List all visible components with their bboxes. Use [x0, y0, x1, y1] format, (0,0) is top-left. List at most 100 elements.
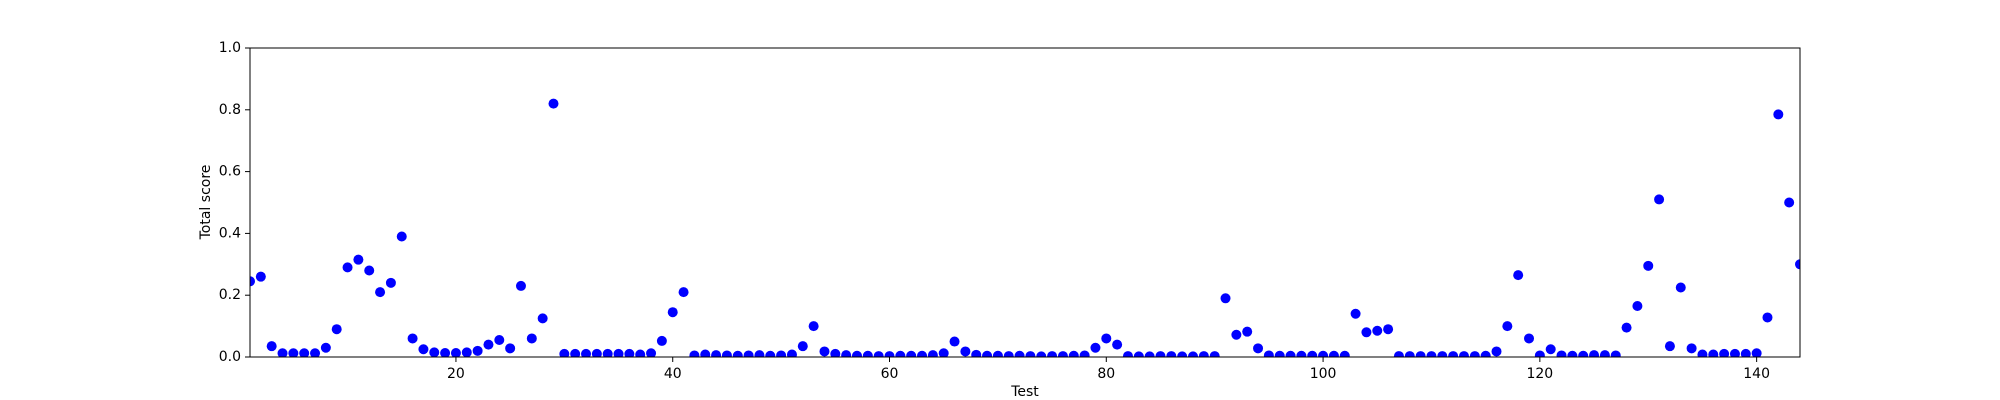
point — [266, 341, 277, 352]
y-tick-label: 0.0 — [219, 349, 241, 365]
point — [1458, 351, 1469, 357]
point — [1686, 343, 1697, 354]
x-axis-label: Test — [1010, 384, 1039, 400]
point — [1751, 348, 1762, 357]
point — [1328, 350, 1339, 357]
point — [862, 350, 873, 357]
point — [1729, 348, 1740, 357]
point — [1155, 351, 1166, 357]
point — [797, 341, 808, 352]
point — [1318, 350, 1329, 357]
point — [743, 350, 754, 357]
point — [689, 350, 700, 357]
point — [1795, 259, 1800, 270]
point — [1177, 351, 1188, 357]
x-tick-label: 80 — [1097, 366, 1115, 382]
point — [895, 350, 906, 357]
point — [721, 350, 732, 357]
point — [581, 348, 592, 357]
point — [1545, 344, 1556, 355]
point — [1773, 109, 1784, 120]
point — [624, 348, 635, 357]
point — [1697, 349, 1708, 357]
point — [450, 347, 461, 357]
plot-area — [250, 98, 1800, 357]
point — [1491, 346, 1502, 357]
y-axis-label: Total score — [198, 165, 214, 241]
point — [776, 350, 787, 357]
point — [1740, 348, 1751, 357]
y-tick-label: 0.8 — [219, 102, 241, 118]
point — [1339, 350, 1350, 357]
point — [320, 342, 331, 353]
point — [1220, 293, 1231, 304]
point — [1524, 333, 1535, 344]
point — [385, 277, 396, 288]
point — [250, 276, 255, 287]
point — [407, 333, 418, 344]
point — [949, 336, 960, 347]
point — [1513, 270, 1524, 281]
point — [1361, 327, 1372, 338]
point — [1675, 282, 1686, 293]
x-tick-label: 60 — [881, 366, 899, 382]
point — [559, 348, 570, 357]
point — [1188, 351, 1199, 357]
point — [1025, 351, 1036, 357]
point — [1057, 351, 1068, 357]
point — [1415, 351, 1426, 357]
point — [1014, 350, 1025, 357]
y-tick-label: 1.0 — [219, 40, 241, 56]
point — [1643, 260, 1654, 271]
point — [1589, 350, 1600, 357]
point — [786, 349, 797, 357]
point — [1133, 351, 1144, 357]
y-tick-label: 0.2 — [219, 287, 241, 303]
point — [570, 348, 581, 357]
x-tick-label: 40 — [664, 366, 682, 382]
point — [1274, 350, 1285, 357]
point — [646, 348, 657, 357]
point — [602, 348, 613, 357]
point — [656, 335, 667, 346]
point — [678, 287, 689, 298]
point — [1231, 329, 1242, 340]
point — [1719, 348, 1730, 357]
point — [1784, 197, 1795, 208]
point — [1003, 351, 1014, 357]
point — [1101, 333, 1112, 344]
point — [1578, 350, 1589, 357]
point — [429, 347, 440, 357]
point — [700, 349, 711, 357]
point — [375, 287, 386, 298]
point — [418, 344, 429, 355]
point — [635, 349, 646, 357]
point — [515, 280, 526, 291]
point — [1567, 350, 1578, 357]
point — [1112, 339, 1123, 350]
point — [461, 347, 472, 357]
point — [1263, 350, 1274, 357]
point — [1621, 322, 1632, 333]
point — [992, 350, 1003, 357]
point — [364, 265, 375, 276]
point — [1253, 343, 1264, 354]
point — [732, 350, 743, 357]
point — [1437, 351, 1448, 357]
point — [754, 350, 765, 357]
point — [1372, 325, 1383, 336]
point — [299, 348, 310, 357]
point — [667, 307, 678, 318]
point — [1068, 350, 1079, 357]
point — [1036, 351, 1047, 357]
point — [960, 346, 971, 357]
point — [1664, 341, 1675, 352]
point — [1144, 351, 1155, 357]
point — [1480, 350, 1491, 357]
point — [1393, 351, 1404, 357]
point — [613, 348, 624, 357]
point — [927, 350, 938, 357]
point — [884, 351, 895, 357]
point — [537, 313, 548, 324]
point — [1047, 351, 1058, 357]
